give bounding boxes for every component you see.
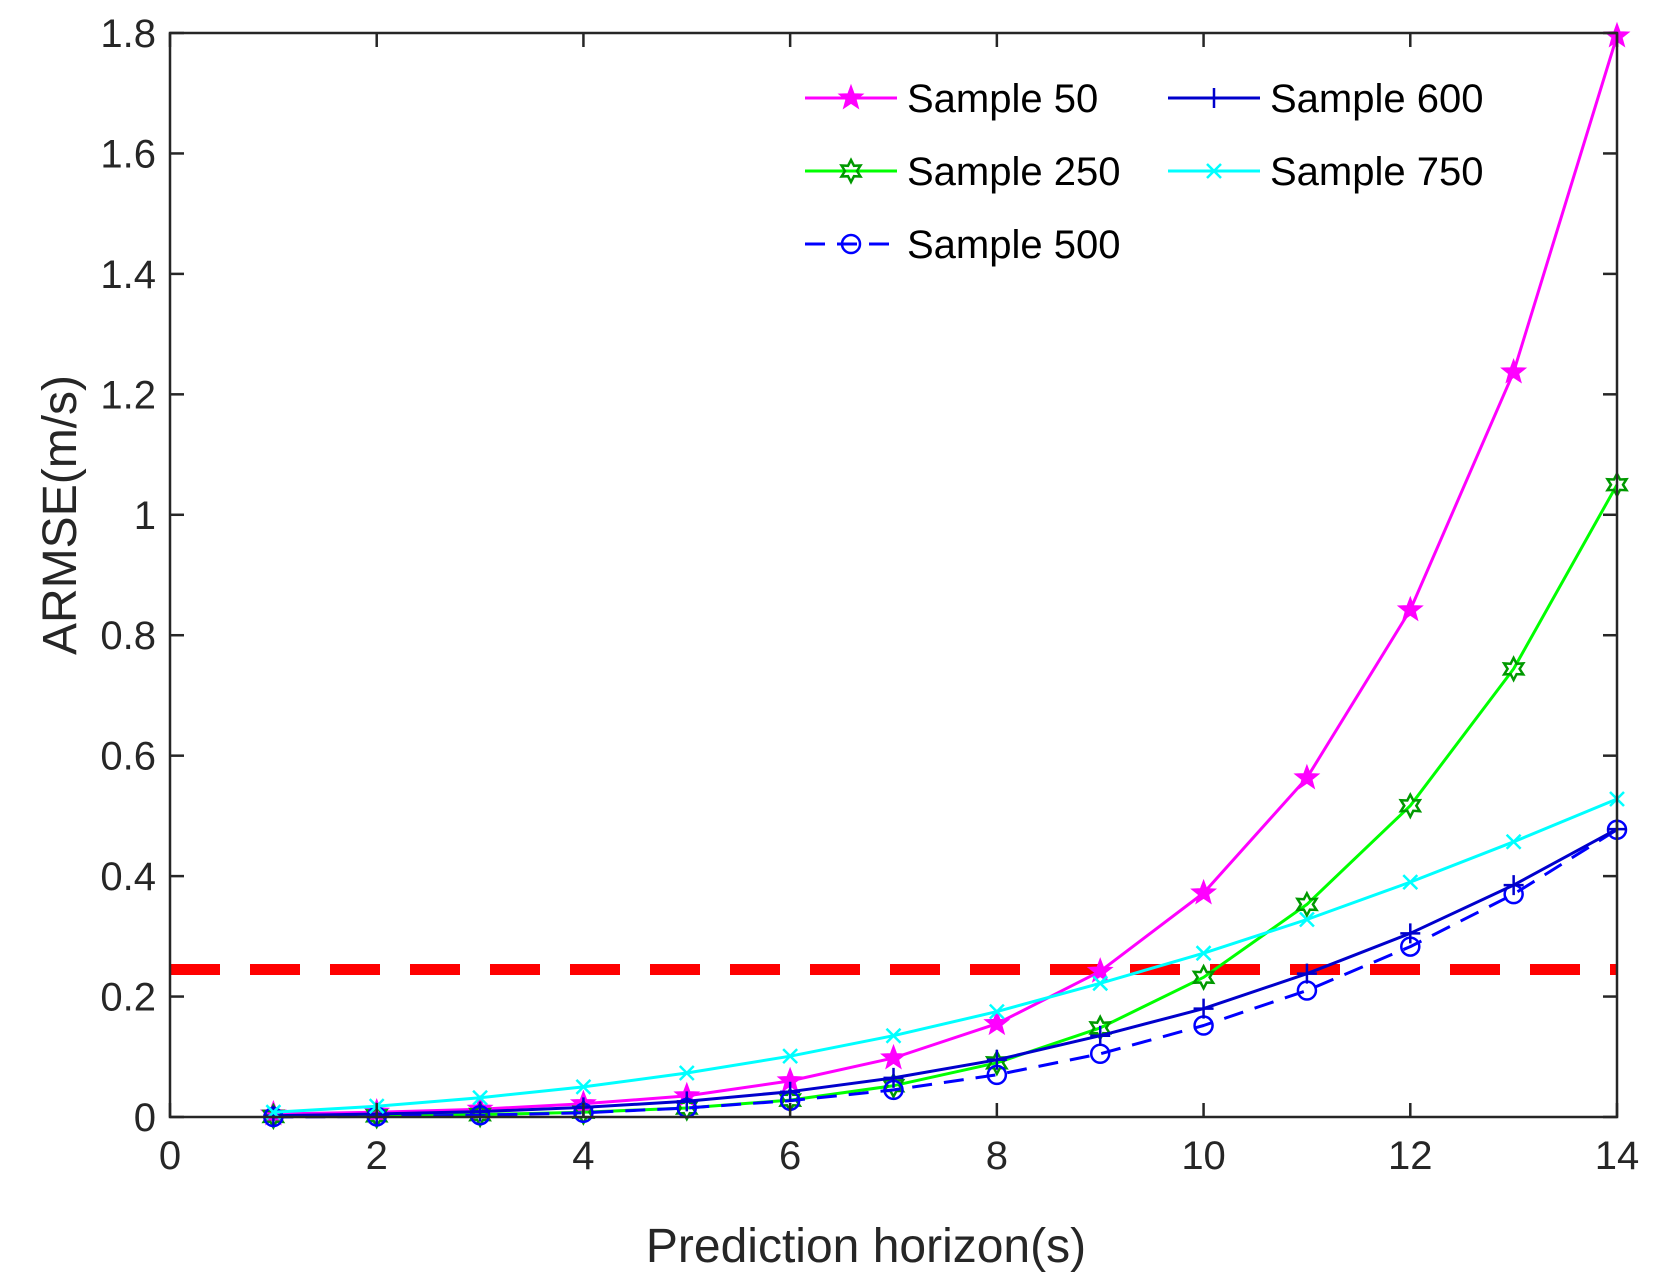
data-point (1190, 878, 1218, 905)
series-line (273, 827, 1618, 1118)
plot-area (170, 21, 1631, 1131)
legend-label: Sample 750 (1270, 150, 1483, 194)
data-point (468, 1100, 492, 1129)
legend-marker (1204, 88, 1224, 108)
series-line (273, 483, 1619, 1118)
legend: Sample 50 Sample 250 Sample 500 Sample 600 S… (805, 77, 1483, 267)
data-point (1396, 595, 1424, 622)
data-point (1402, 874, 1419, 891)
data-point (1086, 957, 1114, 983)
y-tick-label: 1.6 (100, 132, 156, 176)
x-tick-label: 0 (159, 1134, 181, 1178)
y-tick-label: 1.4 (100, 253, 156, 297)
x-tick-label: 4 (572, 1134, 594, 1178)
y-tick-label: 1.2 (100, 373, 156, 417)
data-point (1090, 1025, 1111, 1046)
y-tick-label: 1 (134, 494, 156, 538)
data-point (880, 1043, 907, 1070)
data-point (472, 1089, 488, 1106)
legend-label: Sample 50 (907, 77, 1098, 121)
data-point (1398, 791, 1423, 820)
x-tick-label: 10 (1181, 1134, 1226, 1178)
data-point (986, 1049, 1007, 1070)
x-tick-label: 14 (1595, 1134, 1640, 1178)
data-point (1195, 945, 1212, 962)
data-point (1501, 655, 1526, 683)
data-point (1191, 963, 1216, 992)
y-tick-label: 0.2 (100, 976, 156, 1020)
y-tick-label: 0.6 (100, 735, 156, 779)
data-point (983, 1009, 1011, 1036)
y-axis-title: ARMSE(m/s) (34, 375, 87, 655)
data-point (782, 1048, 799, 1065)
x-tick-label: 6 (779, 1134, 801, 1178)
data-point (1400, 923, 1421, 944)
series-line (273, 35, 1619, 1116)
legend-label: Sample 250 (907, 150, 1120, 194)
legend-marker (840, 233, 862, 255)
legend-marker (837, 83, 865, 110)
data-point (575, 1079, 592, 1095)
data-point (1293, 763, 1321, 790)
data-point (1299, 911, 1315, 928)
data-point (1296, 963, 1317, 984)
series-line (273, 797, 1618, 1114)
y-tick-label: 0 (134, 1096, 156, 1140)
x-tick-label: 12 (1388, 1134, 1433, 1178)
legend-marker (1206, 163, 1222, 179)
legend-label: Sample 500 (907, 223, 1120, 267)
data-point (1193, 998, 1214, 1019)
axes-box (168, 31, 1619, 1119)
data-point (988, 1003, 1005, 1020)
data-point (676, 1091, 697, 1112)
legend-label: Sample 600 (1270, 77, 1483, 121)
x-tick-label: 2 (366, 1134, 388, 1178)
data-point (885, 1027, 902, 1044)
data-point (1295, 890, 1319, 919)
data-point (364, 1102, 389, 1130)
series-line (273, 828, 1618, 1119)
legend-marker (839, 157, 863, 185)
data-point (1505, 833, 1522, 850)
axis-ticks: 0 2 4 6 8 10 12 14 0 0.2 0.4 0.6 0.8 1 1.2 1.4 1.6 1.8 (100, 12, 1639, 1178)
data-point (678, 1065, 695, 1081)
y-tick-label: 0.4 (100, 855, 156, 899)
data-point (1503, 875, 1524, 896)
data-point (780, 1081, 801, 1102)
data-point (1092, 975, 1109, 992)
series-sample-750 (265, 791, 1625, 1121)
y-tick-label: 0.8 (100, 614, 156, 658)
x-axis-title: Prediction horizon(s) (646, 1220, 1086, 1273)
y-tick-label: 1.8 (100, 12, 156, 56)
x-tick-label: 8 (986, 1134, 1008, 1178)
data-point (883, 1067, 904, 1088)
data-point (1500, 357, 1528, 384)
